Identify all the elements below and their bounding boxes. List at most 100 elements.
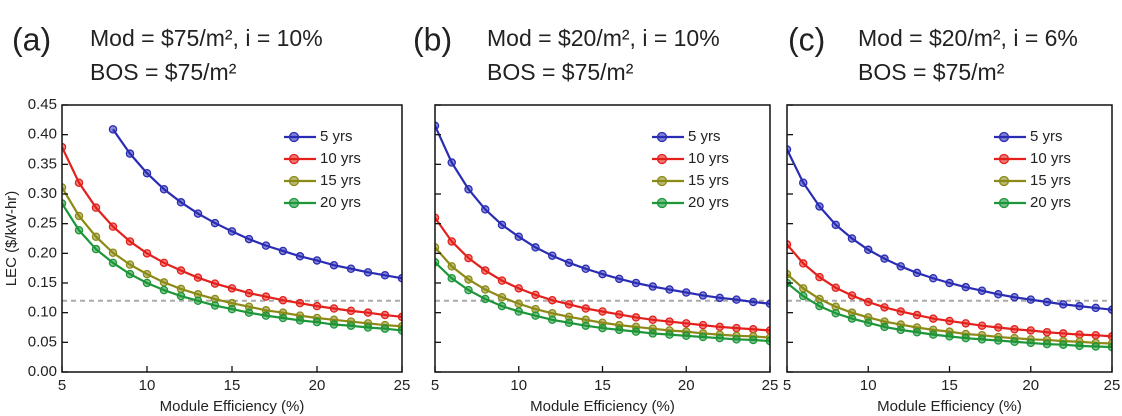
y-tick-label: 0.05	[28, 333, 57, 350]
point	[896, 307, 906, 316]
point	[531, 243, 540, 252]
point	[125, 237, 135, 246]
legend-label: 10 yrs	[1030, 150, 1071, 167]
point	[548, 295, 557, 305]
point	[531, 290, 540, 300]
point	[480, 285, 490, 294]
point	[665, 330, 674, 339]
legend-marker	[288, 175, 300, 187]
point	[363, 308, 373, 317]
point	[464, 285, 473, 295]
point	[1059, 340, 1068, 349]
point	[945, 316, 954, 326]
point	[91, 232, 101, 241]
point	[564, 300, 574, 309]
panel-label: (b)	[413, 21, 452, 57]
point	[598, 307, 607, 316]
legend-label: 5 yrs	[688, 128, 721, 145]
point	[514, 232, 524, 241]
point	[142, 249, 152, 258]
legend-marker	[998, 197, 1010, 209]
point	[715, 293, 725, 303]
x-tick-label: 5	[783, 377, 791, 394]
point	[278, 295, 288, 305]
point	[864, 245, 873, 255]
point	[815, 294, 824, 304]
point	[548, 315, 557, 325]
point	[74, 211, 84, 221]
point	[581, 321, 591, 330]
point	[896, 325, 906, 335]
point	[91, 244, 101, 254]
point	[749, 335, 758, 345]
point	[615, 310, 624, 319]
x-tick-label: 5	[431, 377, 439, 394]
point	[994, 336, 1003, 345]
point	[480, 266, 490, 275]
point	[880, 303, 889, 312]
point	[1091, 303, 1101, 313]
point	[435, 121, 440, 131]
point	[945, 278, 954, 288]
point	[329, 260, 339, 270]
point	[799, 284, 808, 293]
point	[176, 291, 186, 301]
point	[346, 264, 356, 274]
x-tick-label: 10	[139, 377, 156, 394]
x-tick-label: 5	[58, 377, 66, 394]
point	[464, 253, 473, 263]
point	[261, 311, 271, 320]
point	[715, 322, 725, 332]
legend-marker	[656, 131, 668, 143]
point	[815, 272, 824, 282]
point	[1107, 332, 1112, 341]
point	[615, 274, 624, 284]
point	[732, 295, 741, 304]
point	[480, 205, 490, 214]
point	[261, 292, 271, 301]
point	[631, 327, 641, 336]
point	[447, 237, 456, 246]
point	[847, 314, 857, 323]
point	[1075, 301, 1084, 311]
point	[765, 299, 770, 309]
point	[1042, 297, 1052, 307]
legend-label: 10 yrs	[320, 150, 361, 167]
point	[74, 178, 84, 187]
point	[815, 202, 824, 211]
point	[380, 271, 390, 280]
legend-marker	[288, 153, 300, 165]
y-tick-label: 0.00	[28, 363, 57, 380]
point	[210, 301, 220, 310]
legend-label: 20 yrs	[1030, 194, 1071, 211]
point	[210, 218, 220, 228]
point	[363, 323, 373, 332]
point	[91, 203, 101, 212]
point	[1010, 337, 1019, 346]
x-axis-label: Module Efficiency (%)	[160, 398, 305, 415]
point	[1107, 342, 1112, 352]
point	[682, 319, 691, 328]
point	[864, 297, 873, 307]
point	[435, 257, 440, 267]
point	[295, 298, 305, 308]
point	[749, 325, 758, 334]
point	[531, 311, 540, 320]
legend-label: 5 yrs	[320, 128, 353, 145]
point	[142, 269, 152, 279]
point	[698, 291, 708, 300]
point	[497, 276, 507, 285]
point	[961, 333, 971, 343]
point	[464, 185, 473, 194]
point	[815, 301, 824, 311]
point	[682, 288, 691, 297]
point	[831, 309, 841, 318]
point	[1026, 326, 1036, 335]
x-tick-label: 20	[678, 377, 695, 394]
point	[329, 304, 339, 313]
point	[329, 320, 339, 329]
point	[176, 284, 186, 294]
y-tick-label: 0.40	[28, 126, 57, 143]
legend-label: 5 yrs	[1030, 128, 1063, 145]
point	[278, 313, 288, 323]
